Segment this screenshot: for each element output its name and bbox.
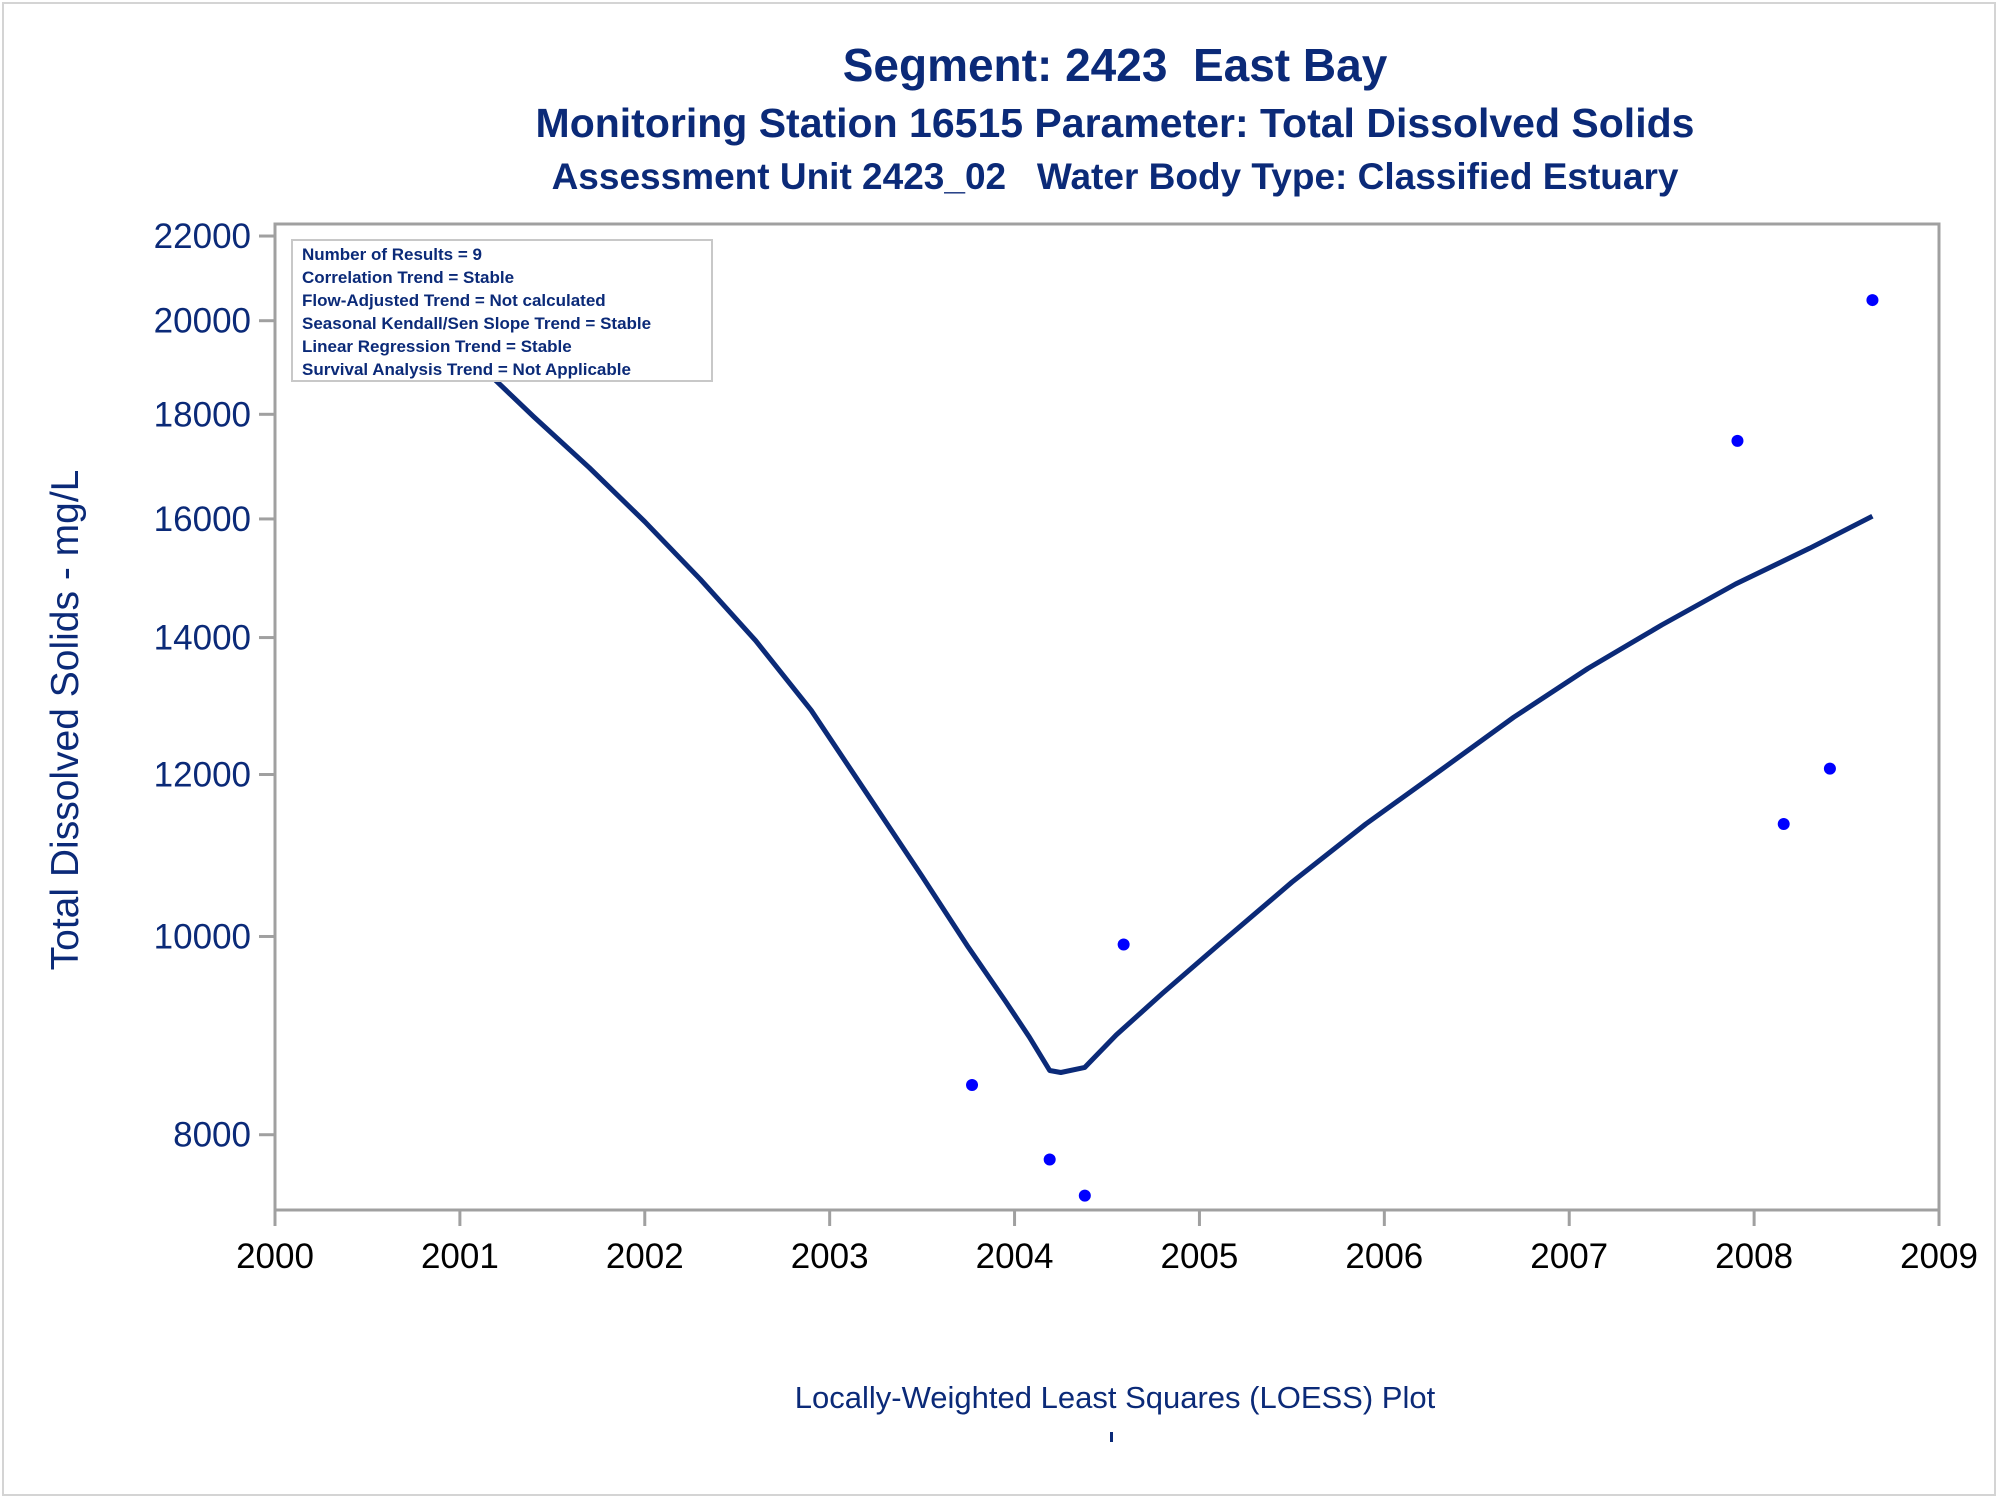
x-tick-label: 2003 bbox=[791, 1237, 869, 1276]
y-tick-label: 10000 bbox=[154, 917, 251, 956]
y-tick-label: 14000 bbox=[154, 619, 251, 658]
stats-line: Linear Regression Trend = Stable bbox=[302, 337, 572, 356]
data-point bbox=[1731, 434, 1744, 447]
y-axis-title: Total Dissolved Solids - mg/L bbox=[44, 470, 87, 971]
data-point bbox=[1078, 1189, 1091, 1202]
y-tick-label: 20000 bbox=[154, 302, 251, 341]
chart-subtitle-station: Monitoring Station 16515 Parameter: Tota… bbox=[535, 100, 1695, 146]
chart-title: Segment: 2423 East Bay bbox=[842, 39, 1388, 91]
data-point bbox=[1866, 294, 1879, 307]
footnote-tick-mark bbox=[1110, 1432, 1113, 1442]
x-axis: 2000 2001 2002 2003 2004 2005 2006 2007 2008 2009 bbox=[236, 1210, 1978, 1276]
chart-subtitle-assessment-unit: Assessment Unit 2423_02 Water Body Type:… bbox=[551, 156, 1679, 197]
data-point bbox=[1043, 1153, 1056, 1166]
data-point bbox=[1777, 817, 1790, 830]
x-tick-label: 2009 bbox=[1900, 1237, 1978, 1276]
y-tick-label: 8000 bbox=[173, 1116, 251, 1155]
stats-line: Flow-Adjusted Trend = Not calculated bbox=[302, 291, 606, 310]
loess-line-group bbox=[371, 264, 1874, 1075]
data-point bbox=[1823, 762, 1836, 775]
loess-line bbox=[371, 264, 1874, 1075]
plot-area bbox=[273, 222, 1941, 1212]
y-tick-label: 18000 bbox=[154, 395, 251, 434]
stats-box-border bbox=[291, 239, 713, 382]
y-tick-label: 12000 bbox=[154, 756, 251, 795]
y-tick-label: 16000 bbox=[154, 500, 251, 539]
stats-line: Number of Results = 9 bbox=[302, 245, 482, 264]
data-point bbox=[1117, 938, 1130, 951]
data-points-group bbox=[366, 242, 1879, 1202]
stats-box: Number of Results = 9 Correlation Trend =… bbox=[291, 239, 713, 382]
footnote: Locally-Weighted Least Squares (LOESS) P… bbox=[794, 1380, 1436, 1415]
x-tick-label: 2002 bbox=[606, 1237, 684, 1276]
y-tick-label: 22000 bbox=[154, 217, 251, 256]
x-tick-label: 2006 bbox=[1345, 1237, 1423, 1276]
stats-line: Survival Analysis Trend = Not Applicable bbox=[302, 360, 631, 379]
x-tick-label: 2000 bbox=[236, 1237, 314, 1276]
x-tick-label: 2005 bbox=[1161, 1237, 1239, 1276]
stats-line: Seasonal Kendall/Sen Slope Trend = Stabl… bbox=[302, 314, 651, 333]
y-axis: 8000 10000 12000 14000 16000 18000 20000 22000 bbox=[154, 217, 275, 1155]
data-point bbox=[966, 1079, 979, 1092]
x-tick-label: 2004 bbox=[976, 1237, 1054, 1276]
stats-line: Correlation Trend = Stable bbox=[302, 268, 514, 287]
x-tick-label: 2001 bbox=[421, 1237, 499, 1276]
x-tick-label: 2007 bbox=[1530, 1237, 1608, 1276]
x-tick-label: 2008 bbox=[1715, 1237, 1793, 1276]
